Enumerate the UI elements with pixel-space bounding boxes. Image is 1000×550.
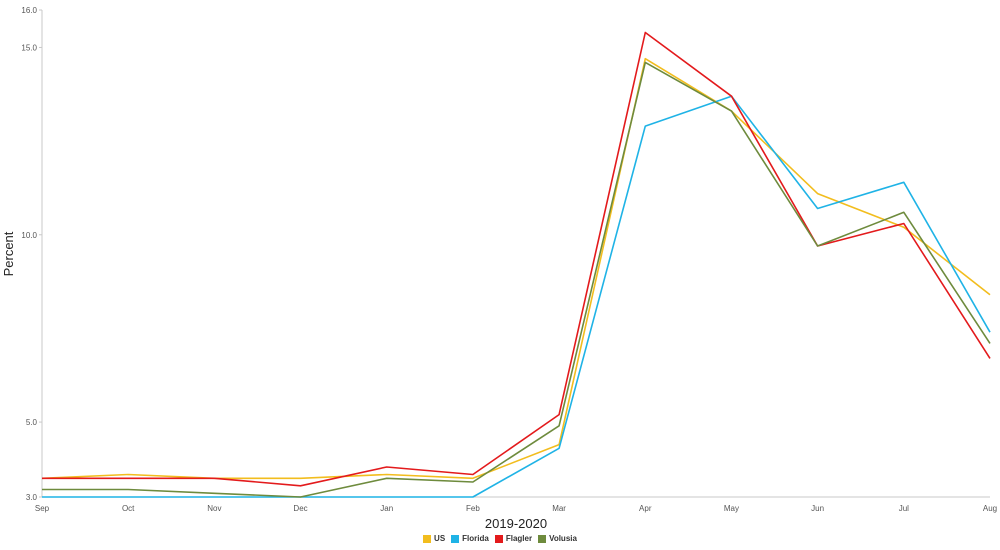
series-line-volusia	[42, 61, 991, 498]
x-tick-label: Aug	[983, 504, 997, 513]
legend-swatch	[451, 534, 460, 543]
y-tick-label: 5.0	[26, 418, 38, 427]
y-tick-label: 15.0	[21, 43, 37, 52]
legend-label: Volusia	[549, 534, 577, 543]
legend-item-us[interactable]: US	[423, 534, 445, 543]
x-tick-label: Jun	[811, 504, 824, 513]
legend-swatch	[494, 534, 503, 543]
series-line-flagler	[42, 31, 991, 487]
y-axis-title: Percent	[1, 231, 16, 276]
legend-label: US	[434, 534, 446, 543]
y-tick-label: 10.0	[21, 231, 37, 240]
x-tick-label: Dec	[293, 504, 307, 513]
legend-label: Flagler	[505, 534, 533, 543]
x-tick-label: Nov	[207, 504, 221, 513]
y-tick-label: 16.0	[21, 6, 37, 15]
x-tick-label: May	[724, 504, 739, 513]
x-tick-label: Feb	[466, 504, 480, 513]
x-tick-label: Sep	[35, 504, 50, 513]
series-lines	[41, 31, 991, 498]
series-line-florida	[42, 95, 991, 498]
series-line-us	[41, 57, 991, 480]
x-tick-label: Mar	[552, 504, 566, 513]
axes: 3.0 5.0 10.0 15.0 16.0 Sep Oct Nov Dec Jan Feb Mar A…	[21, 6, 997, 513]
x-tick-label: Jan	[380, 504, 393, 513]
legend-item-volusia[interactable]: Volusia	[538, 534, 577, 543]
legend-swatch	[423, 534, 432, 543]
legend-item-florida[interactable]: Florida	[451, 534, 489, 543]
y-tick-label: 3.0	[26, 493, 38, 502]
legend: US Florida Flagler Volusia	[0, 534, 1000, 543]
legend-swatch	[538, 534, 547, 543]
x-tick-label: Oct	[122, 504, 135, 513]
x-axis-title: 2019-2020	[485, 516, 547, 531]
legend-item-flagler[interactable]: Flagler	[494, 534, 533, 543]
x-tick-label: Jul	[899, 504, 909, 513]
x-tick-label: Apr	[639, 504, 652, 513]
legend-label: Florida	[462, 534, 489, 543]
